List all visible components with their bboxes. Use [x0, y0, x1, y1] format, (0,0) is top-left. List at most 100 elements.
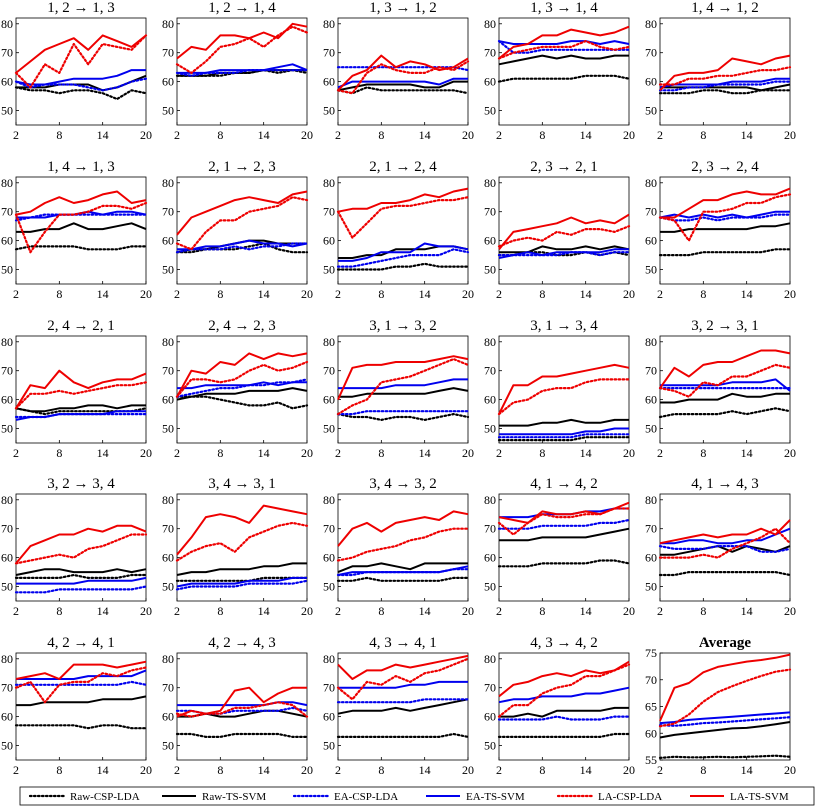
series-line-ea-csp-lda — [497, 39, 631, 54]
axes-frame — [15, 493, 147, 602]
series-line-la-ts-svm — [659, 653, 791, 722]
x-tick-label: 2 — [335, 604, 341, 618]
panel-title: 1, 2 → 1, 3 — [47, 0, 115, 16]
axes-frame — [659, 652, 791, 761]
y-tick-label: 60 — [1, 551, 13, 565]
panel: 3, 1 → 3, 4 50 60 70 80 2 8 14 20 — [484, 318, 635, 460]
series-line-la-ts-svm — [498, 213, 630, 250]
series-line-ea-csp-lda — [336, 698, 470, 704]
y-tick-label: 50 — [162, 263, 174, 277]
x-tick-label: 20 — [462, 763, 474, 777]
series-line-raw-ts-svm — [15, 568, 147, 576]
x-tick-label: 8 — [56, 604, 62, 618]
y-tick-label: 80 — [323, 335, 335, 349]
series-line-raw-csp-lda — [336, 576, 470, 582]
series-line-raw-ts-svm — [16, 222, 147, 233]
x-tick-label: 8 — [700, 604, 706, 618]
series-line-la-ts-svm — [176, 504, 308, 556]
series-line-la-ts-svm — [15, 524, 147, 565]
series-line-la-csp-lda — [175, 360, 309, 398]
series-line-ea-csp-lda — [658, 213, 792, 222]
axes-frame — [659, 176, 791, 285]
series-line-ea-ts-svm — [176, 576, 307, 588]
x-tick-label: 2 — [496, 287, 502, 301]
x-tick-label: 2 — [496, 446, 502, 460]
series-line-ea-csp-lda — [658, 716, 792, 727]
axes-frame — [337, 17, 469, 126]
series-line-raw-ts-svm — [338, 387, 469, 398]
y-tick-label: 80 — [645, 493, 657, 507]
x-tick-label: 20 — [462, 446, 474, 460]
y-tick-label: 60 — [645, 551, 657, 565]
y-tick-label: 60 — [1, 393, 13, 407]
panel-title: 3, 2 → 3, 1 — [691, 318, 759, 334]
x-tick-label: 8 — [217, 128, 223, 142]
series-line-raw-csp-lda — [336, 413, 470, 421]
series-line-la-csp-lda — [497, 39, 631, 60]
x-tick-label: 8 — [217, 604, 223, 618]
x-tick-label: 2 — [335, 446, 341, 460]
y-tick-label: 70 — [323, 46, 335, 60]
series-line-ea-ts-svm — [177, 239, 308, 251]
axes-frame — [659, 17, 791, 126]
series-line-ea-ts-svm — [659, 77, 790, 89]
series-line-la-csp-lda — [14, 381, 148, 410]
x-tick-label: 8 — [539, 287, 545, 301]
series-line-ea-csp-lda — [14, 213, 148, 222]
y-tick-label: 50 — [1, 104, 13, 118]
y-tick-label: 50 — [323, 422, 335, 436]
x-tick-label: 8 — [378, 446, 384, 460]
series-line-la-ts-svm — [498, 363, 630, 415]
series-line-raw-ts-svm — [15, 404, 146, 413]
axes-frame — [498, 335, 630, 444]
x-tick-label: 8 — [539, 604, 545, 618]
panel: 2, 4 → 2, 3 50 60 70 80 2 8 14 20 — [162, 318, 313, 460]
series-line-raw-ts-svm — [337, 698, 469, 715]
panel-title: 4, 2 → 4, 3 — [208, 635, 276, 651]
series-line-raw-ts-svm — [499, 245, 630, 254]
y-tick-label: 50 — [484, 263, 496, 277]
series-line-raw-csp-lda — [497, 559, 631, 568]
axes-frame — [176, 17, 308, 126]
y-tick-label: 60 — [323, 710, 335, 724]
panel: 2, 1 → 2, 3 50 60 70 80 2 8 14 20 — [162, 159, 313, 301]
panel: 3, 2 → 3, 4 50 60 70 80 2 8 14 20 — [1, 476, 152, 618]
y-tick-label: 80 — [1, 17, 13, 31]
series-line-la-ts-svm — [498, 25, 630, 60]
x-tick-label: 8 — [700, 763, 706, 777]
y-tick-label: 60 — [1, 710, 13, 724]
panel: 4, 2 → 4, 3 50 60 70 80 2 8 14 20 — [162, 635, 313, 777]
x-tick-label: 8 — [378, 763, 384, 777]
y-tick-label: 70 — [1, 46, 13, 60]
y-tick-label: 70 — [323, 205, 335, 219]
x-tick-label: 8 — [378, 128, 384, 142]
x-tick-label: 2 — [657, 604, 663, 618]
y-tick-label: 50 — [1, 739, 13, 753]
series-line-ea-csp-lda — [175, 378, 309, 398]
panel-title: 3, 4 → 3, 2 — [369, 476, 437, 492]
x-tick-label: 14 — [580, 446, 592, 460]
y-tick-label: 70 — [1, 205, 13, 219]
panel-grid: 1, 2 → 1, 3 50 60 70 80 2 8 14 20 1, 2 → 1, 4 50 60… — [1, 0, 796, 777]
panel-title: 1, 3 → 1, 2 — [369, 0, 437, 16]
y-tick-label: 80 — [162, 652, 174, 666]
x-tick-label: 2 — [13, 604, 19, 618]
series-line-la-csp-lda — [658, 363, 792, 398]
axes-frame — [15, 176, 147, 285]
series-line-raw-csp-lda — [14, 245, 148, 251]
x-tick-label: 14 — [419, 763, 431, 777]
series-line-la-ts-svm — [337, 654, 469, 680]
panel: 2, 1 → 2, 4 50 60 70 80 2 8 14 20 — [323, 159, 474, 301]
series-line-la-ts-svm — [659, 54, 791, 92]
series-line-raw-csp-lda — [175, 395, 309, 410]
y-tick-label: 50 — [162, 422, 174, 436]
series-line-la-csp-lda — [175, 701, 309, 718]
x-tick-label: 2 — [657, 446, 663, 460]
series-line-la-csp-lda — [14, 533, 148, 565]
series-line-la-csp-lda — [658, 527, 792, 559]
series-line-la-csp-lda — [14, 201, 148, 254]
y-tick-label: 50 — [1, 422, 13, 436]
series-line-la-csp-lda — [336, 358, 470, 416]
y-tick-label: 60 — [484, 710, 496, 724]
